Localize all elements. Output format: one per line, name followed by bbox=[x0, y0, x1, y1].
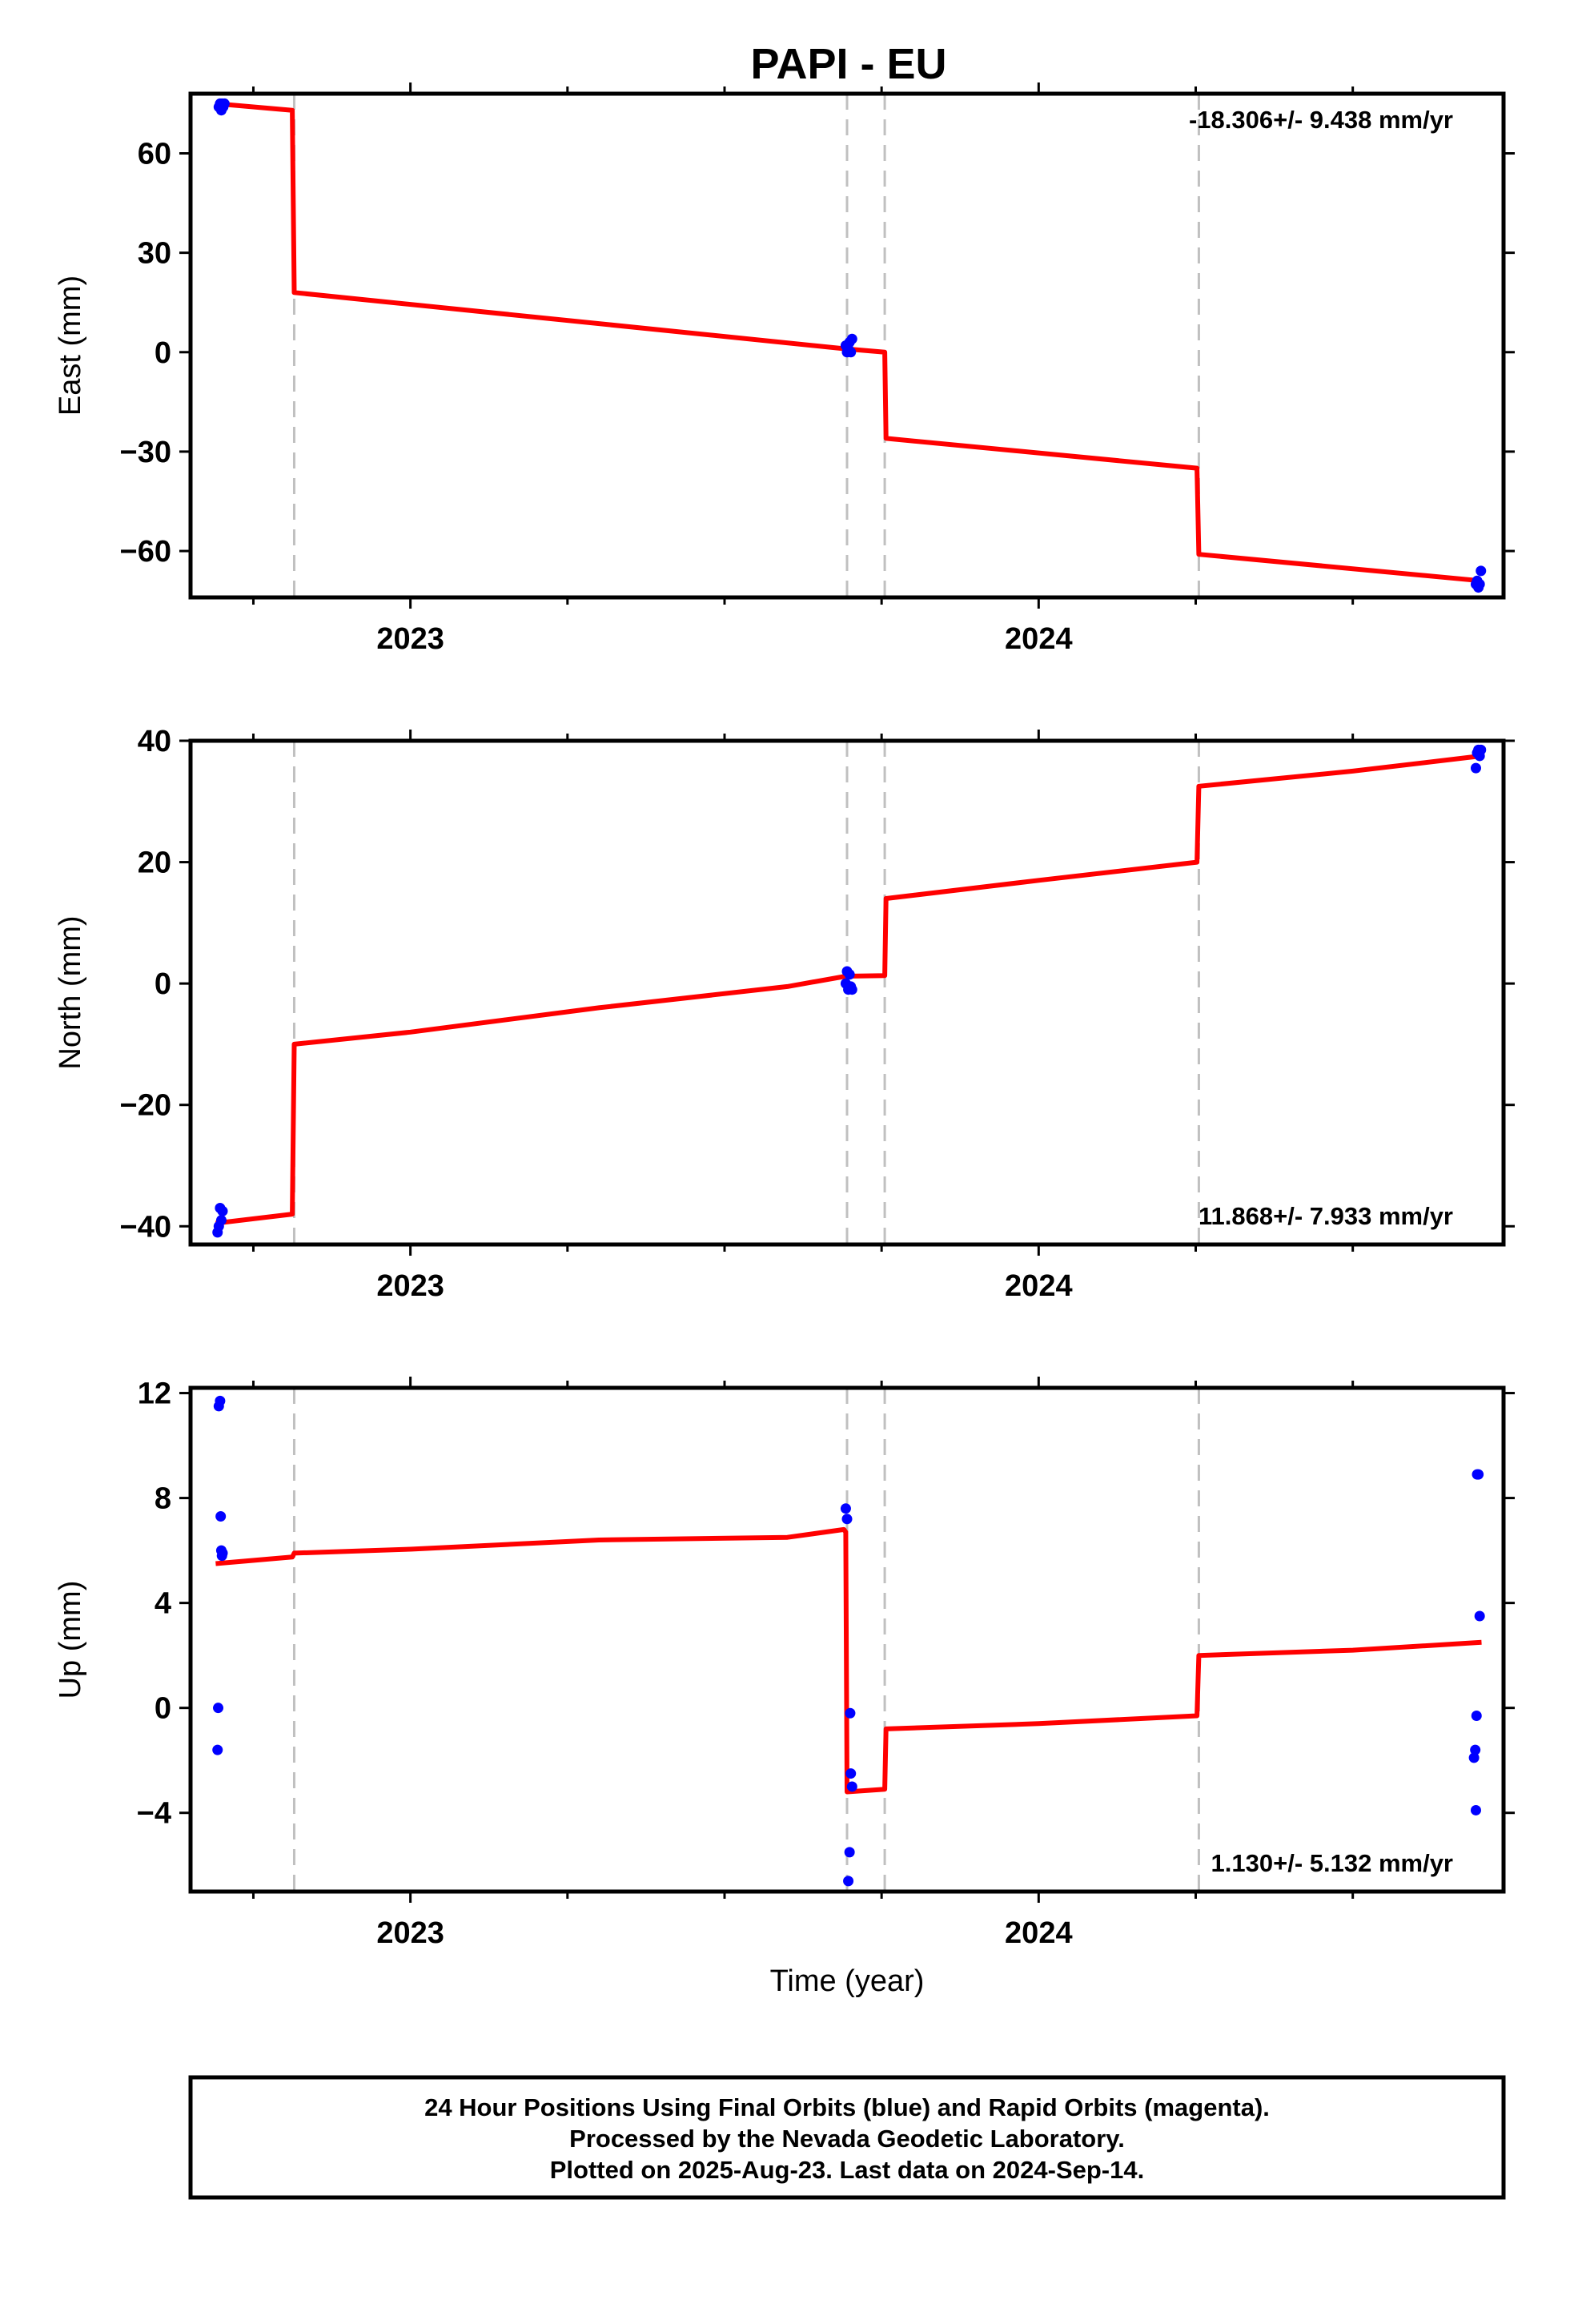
model-line bbox=[215, 753, 1482, 1226]
y-tick-label: 8 bbox=[155, 1482, 171, 1516]
data-point bbox=[217, 1547, 228, 1558]
panel-frame bbox=[188, 738, 1506, 1247]
data-point bbox=[212, 1744, 223, 1755]
data-point bbox=[844, 969, 855, 980]
data-point bbox=[845, 347, 857, 358]
data-point bbox=[1476, 744, 1487, 755]
north-panel: 2023 2024 40 20 0 −20 −40 North (mm) 11.868+/- 7… bbox=[54, 725, 1515, 1303]
x-tick-label: 2023 bbox=[376, 1916, 444, 1950]
data-point bbox=[219, 98, 230, 109]
model-line bbox=[215, 101, 1482, 584]
y-tick-label: 0 bbox=[155, 967, 171, 1001]
panel-frame bbox=[188, 1385, 1506, 1894]
data-point bbox=[1470, 1744, 1481, 1755]
data-point bbox=[1471, 1711, 1482, 1722]
data-point bbox=[840, 1503, 851, 1514]
data-point bbox=[846, 333, 857, 344]
y-axis-label: East (mm) bbox=[54, 275, 87, 416]
footer-line-2: Processed by the Nevada Geodetic Laborat… bbox=[569, 2125, 1125, 2153]
data-point bbox=[1474, 578, 1485, 589]
data-point bbox=[1470, 762, 1481, 774]
y-tick-label: 0 bbox=[155, 336, 171, 370]
footer-line-3: Plotted on 2025-Aug-23. Last data on 202… bbox=[550, 2156, 1144, 2184]
footer-line-1: 24 Hour Positions Using Final Orbits (bl… bbox=[424, 2093, 1270, 2121]
y-axis-label: Up (mm) bbox=[54, 1581, 87, 1699]
y-tick-label: −20 bbox=[120, 1089, 171, 1123]
x-tick-label: 2023 bbox=[376, 622, 444, 656]
data-point bbox=[215, 1215, 227, 1226]
data-point bbox=[845, 1768, 857, 1779]
rate-label: 1.130+/- 5.132 mm/yr bbox=[1211, 1849, 1453, 1877]
y-tick-label: 40 bbox=[138, 725, 171, 758]
y-tick-label: −30 bbox=[120, 436, 171, 469]
y-tick-label: 60 bbox=[138, 137, 171, 171]
data-point bbox=[1468, 1752, 1480, 1763]
y-tick-label: 4 bbox=[155, 1587, 171, 1621]
figure-title: PAPI - EU bbox=[750, 40, 946, 88]
y-tick-label: −40 bbox=[120, 1210, 171, 1244]
x-tick-label: 2024 bbox=[1005, 622, 1073, 656]
rate-label: -18.306+/- 9.438 mm/yr bbox=[1189, 106, 1453, 134]
panel-frame bbox=[188, 91, 1506, 600]
data-point bbox=[1473, 1469, 1484, 1480]
x-tick-label: 2024 bbox=[1005, 1916, 1073, 1950]
east-panel: 2023 2024 60 30 0 −30 −60 East (mm) -18.306+/- 9… bbox=[54, 82, 1515, 656]
data-point bbox=[846, 1781, 857, 1792]
y-tick-label: 12 bbox=[138, 1377, 171, 1411]
data-point bbox=[1470, 1804, 1481, 1815]
y-tick-label: −4 bbox=[137, 1797, 171, 1831]
y-tick-label: 20 bbox=[138, 846, 171, 880]
data-point bbox=[215, 1511, 227, 1522]
data-point bbox=[1476, 565, 1487, 577]
footer-box bbox=[188, 2075, 1506, 2200]
data-point bbox=[844, 1847, 855, 1858]
y-tick-label: −60 bbox=[120, 535, 171, 569]
up-panel: 2023 2024 12 8 4 0 −4 Up (mm) 1.130+/- 5.132 mm/… bbox=[54, 1377, 1515, 1950]
model-line bbox=[215, 1526, 1482, 1795]
x-tick-label: 2023 bbox=[376, 1269, 444, 1303]
data-point bbox=[215, 1395, 226, 1406]
x-tick-label: 2024 bbox=[1005, 1269, 1073, 1303]
rate-label: 11.868+/- 7.933 mm/yr bbox=[1199, 1202, 1453, 1230]
data-point bbox=[845, 1707, 856, 1719]
y-tick-label: 0 bbox=[155, 1692, 171, 1726]
data-point bbox=[846, 984, 857, 995]
data-point bbox=[843, 1876, 854, 1887]
y-axis-label: North (mm) bbox=[54, 915, 87, 1069]
data-point bbox=[213, 1703, 224, 1714]
data-point bbox=[1474, 1610, 1485, 1622]
data-point bbox=[841, 1514, 853, 1525]
y-tick-label: 30 bbox=[138, 237, 171, 271]
data-point bbox=[217, 1205, 228, 1216]
x-axis-label: Time (year) bbox=[770, 1964, 925, 1998]
